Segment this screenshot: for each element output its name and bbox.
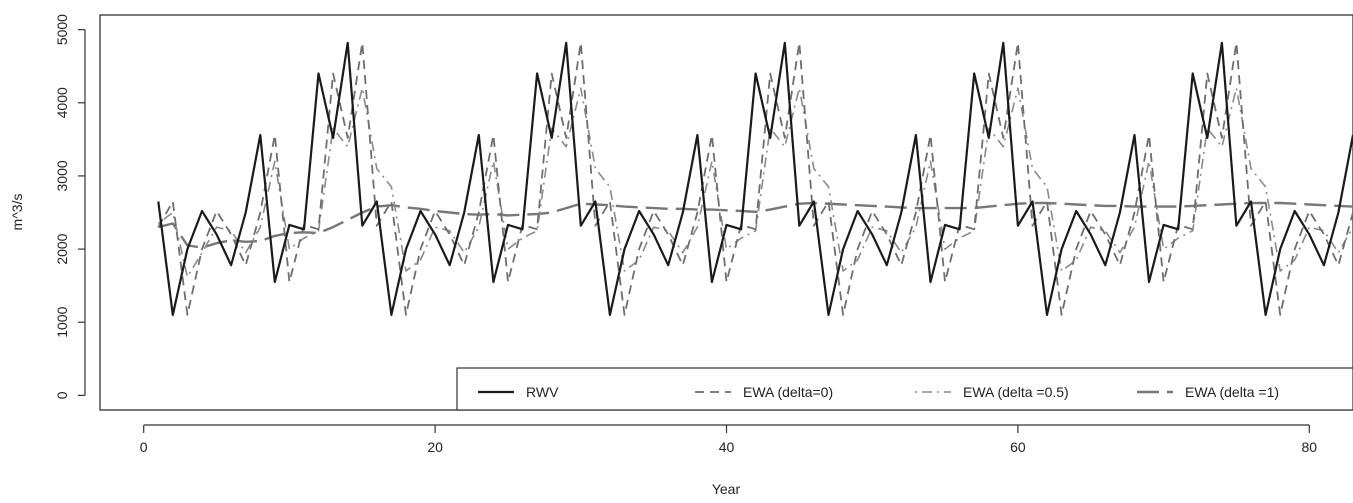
x-axis: 0 20 40 60 80 bbox=[140, 424, 1318, 455]
y-tick-label: 3000 bbox=[54, 160, 70, 191]
y-axis: 0 1000 2000 3000 4000 5000 bbox=[54, 14, 86, 399]
plot-frame bbox=[99, 14, 1353, 411]
legend-box bbox=[456, 367, 1353, 411]
legend-label: EWA (delta =0.5) bbox=[963, 384, 1069, 400]
x-tick-label: 0 bbox=[140, 439, 148, 455]
y-tick-label: 4000 bbox=[54, 87, 70, 118]
x-tick-label: 80 bbox=[1302, 439, 1318, 455]
y-tick-label: 5000 bbox=[54, 14, 70, 45]
series-line-1 bbox=[157, 41, 1353, 316]
legend-label: RWV bbox=[526, 384, 559, 400]
legend-label: EWA (delta=0) bbox=[743, 384, 833, 400]
y-tick-label: 0 bbox=[54, 391, 70, 399]
series-line-2 bbox=[157, 87, 1353, 278]
series-layer bbox=[157, 41, 1353, 316]
x-tick-label: 20 bbox=[427, 439, 443, 455]
series-line-3 bbox=[158, 201, 1353, 249]
x-tick-label: 40 bbox=[719, 439, 735, 455]
legend: RWV EWA (delta=0) EWA (delta =0.5) EWA (del… bbox=[456, 367, 1353, 411]
x-axis-label: Year bbox=[712, 481, 741, 497]
y-tick-label: 1000 bbox=[54, 306, 70, 337]
series-line-0 bbox=[157, 41, 1353, 316]
legend-label: EWA (delta =1) bbox=[1185, 384, 1279, 400]
x-tick-label: 60 bbox=[1010, 439, 1026, 455]
y-tick-label: 2000 bbox=[54, 233, 70, 264]
y-axis-label: m^3/s bbox=[9, 194, 25, 231]
